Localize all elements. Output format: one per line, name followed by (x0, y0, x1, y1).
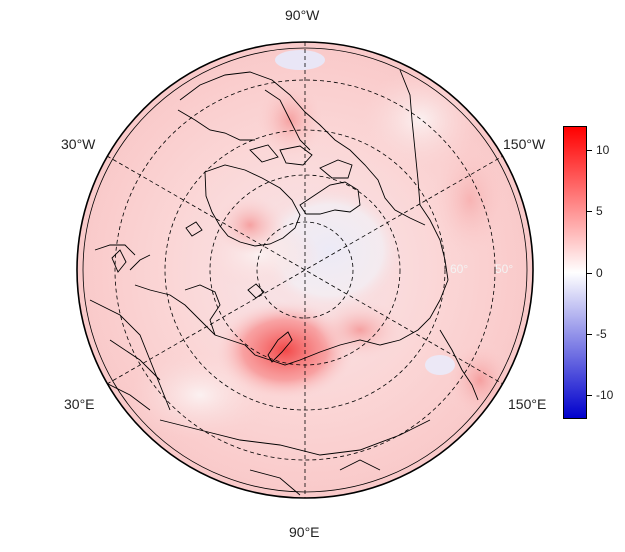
lon-label-30e: 30°E (64, 396, 95, 412)
colorbar-tick-mark (587, 272, 592, 274)
lon-label-150w: 150°W (503, 136, 546, 152)
coastlines (89, 69, 479, 496)
colorbar-tick-label: 10 (596, 143, 610, 158)
colorbar-tick-label: -10 (596, 387, 614, 402)
colorbar-tick-label: -5 (596, 326, 607, 341)
lat-label-60: 60° (450, 262, 468, 276)
lon-label-30w: 30°W (61, 136, 96, 152)
colorbar-tick-label: 0 (596, 265, 603, 280)
anomaly-field (77, 42, 533, 498)
map-boundary (76, 41, 534, 499)
lon-label-150e: 150°E (508, 396, 547, 412)
colorbar-gradient (563, 126, 587, 419)
colorbar-tick-label: 5 (596, 204, 603, 219)
colorbar-tick-mark (587, 150, 592, 152)
lon-label-90e: 90°E (289, 524, 320, 540)
lat-label-50: 50° (495, 262, 513, 276)
colorbar-tick-mark (587, 333, 592, 335)
graticule (106, 42, 504, 498)
lon-label-90w: 90°W (285, 7, 320, 23)
colorbar-tick-mark (587, 394, 592, 396)
colorbar-tick-mark (587, 211, 592, 213)
colorbar: 10 5 0 -5 -10 (563, 126, 623, 421)
inner-boundary (82, 47, 528, 493)
